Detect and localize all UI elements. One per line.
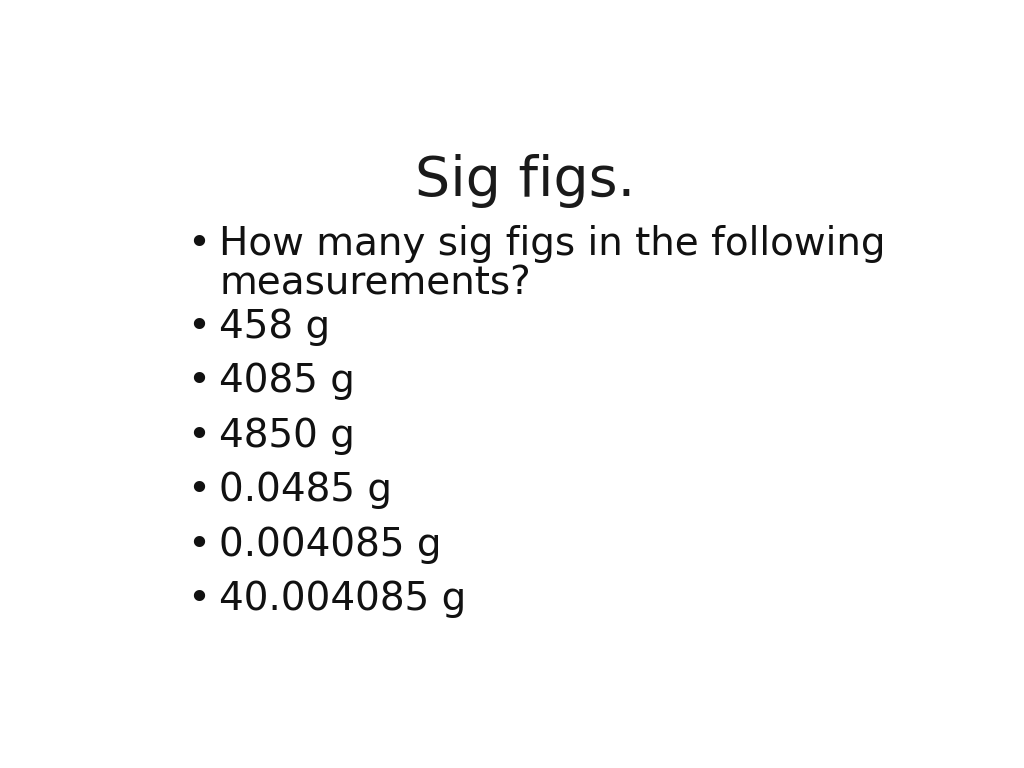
Text: 0.0485 g: 0.0485 g (219, 472, 392, 509)
Text: •: • (187, 580, 211, 618)
Text: measurements?: measurements? (219, 264, 531, 303)
Text: 4850 g: 4850 g (219, 417, 355, 455)
Text: •: • (187, 362, 211, 400)
Text: 458 g: 458 g (219, 308, 331, 346)
Text: •: • (187, 525, 211, 564)
Text: How many sig figs in the following: How many sig figs in the following (219, 225, 886, 263)
Text: •: • (187, 225, 211, 263)
Text: •: • (187, 472, 211, 509)
Text: •: • (187, 417, 211, 455)
Text: 0.004085 g: 0.004085 g (219, 525, 441, 564)
Text: •: • (187, 308, 211, 346)
Text: 40.004085 g: 40.004085 g (219, 580, 467, 618)
Text: Sig figs.: Sig figs. (415, 154, 635, 208)
Text: 4085 g: 4085 g (219, 362, 355, 400)
